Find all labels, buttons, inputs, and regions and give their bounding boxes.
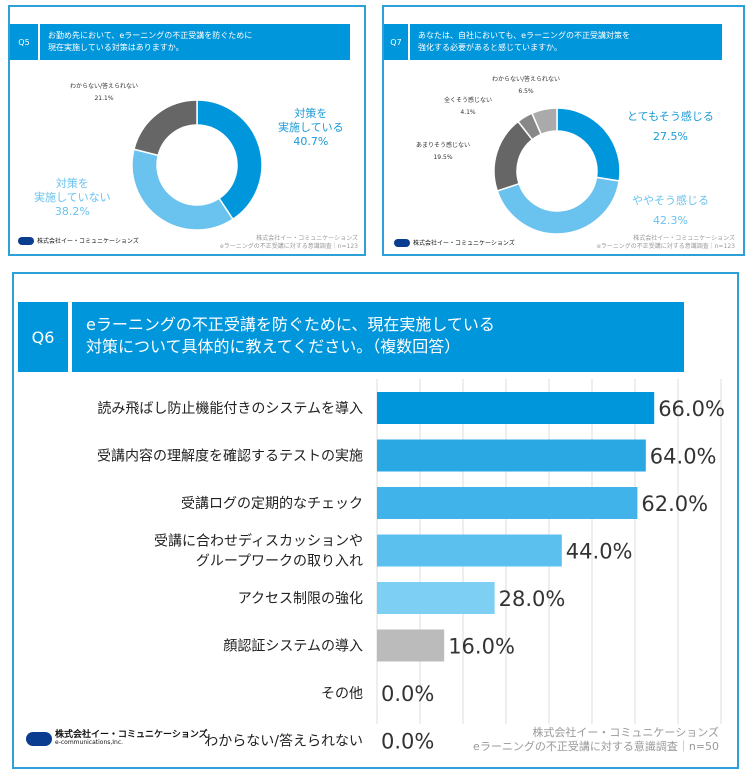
bar (377, 629, 445, 662)
q7-donut-chart (493, 107, 621, 235)
donut-slice (556, 107, 621, 182)
category-label: その他 (321, 686, 363, 702)
q7-label-not-at-all: 全くそう感じない 4.1% (444, 97, 493, 116)
category-label: アクセス制限の強化 (238, 591, 363, 607)
donut-slice (131, 148, 234, 231)
title-line: あなたは、自社においても、eラーニングの不正受講対策を (418, 31, 631, 40)
source-note: 株式会社イー・コミュニケーションズ eラーニングの不正受講に対する意識調査｜n=5… (473, 726, 719, 753)
bar-value-label: 0.0% (381, 682, 434, 706)
category-label: 受講内容の理解度を確認するテストの実施 (97, 448, 363, 465)
q6-panel: Q6 eラーニングの不正受講を防ぐために、現在実施している 対策について具体的に教… (12, 272, 739, 769)
logo: 株式会社イー・コミュニケーションズ (18, 237, 139, 245)
q6-label: Q6 (18, 302, 68, 372)
bar-value-label: 0.0% (381, 730, 434, 754)
q7-label-strongly: とてもそう感じる 27.5% (627, 110, 714, 143)
q6-title: eラーニングの不正受講を防ぐために、現在実施している 対策について具体的に教えてく… (72, 302, 684, 372)
bar-value-label: 62.0% (641, 492, 708, 516)
q7-label-somewhat: ややそう感じる 42.3% (632, 194, 709, 227)
bar-value-label: 16.0% (448, 635, 515, 659)
logo-mark-icon (18, 237, 34, 245)
donut-slice (133, 99, 198, 157)
bar (377, 439, 646, 472)
title-line: 強化する必要があると感じていますか。 (418, 43, 562, 52)
category-label: 受講に合わせディスカッションや (154, 533, 363, 550)
source-note: 株式会社イー・コミュニケーションズ eラーニングの不正受講に対する意識調査｜n=1… (597, 235, 735, 250)
bar-value-label: 64.0% (650, 445, 717, 469)
category-label: わからない/答えられない (204, 733, 363, 750)
q7-label-not-much: あまりそう感じない 19.5% (416, 142, 471, 161)
donut-slice (530, 107, 558, 136)
donut-slice (196, 99, 263, 221)
bar-value-label: 28.0% (499, 587, 566, 611)
logo-mark-icon (394, 239, 410, 247)
bar-value-label: 66.0% (658, 397, 725, 421)
q7-label-unknown: わからない/答えられない 6.5% (492, 76, 561, 95)
q5-donut-chart (131, 99, 263, 231)
source-note: 株式会社イー・コミュニケーションズ eラーニングの不正受講に対する意識調査｜n=1… (220, 235, 358, 250)
donut-slice (496, 176, 621, 235)
logo: 株式会社イー・コミュニケーションズ (394, 239, 515, 247)
bar (377, 392, 655, 424)
bar (377, 582, 495, 614)
title-line: お勤め先において、eラーニングの不正受講を防ぐために (48, 31, 253, 40)
logo: 株式会社イー・コミュニケーションズ e-communications,Inc. (26, 731, 208, 746)
category-label: グループワークの取り入れ (196, 554, 363, 570)
bar-value-label: 44.0% (566, 540, 633, 564)
q5-title: お勤め先において、eラーニングの不正受講を防ぐために 現在実施している対策はありま… (40, 24, 350, 60)
q7-title: あなたは、自社においても、eラーニングの不正受講対策を 強化する必要があると感じて… (410, 24, 722, 60)
q5-label: Q5 (10, 24, 38, 60)
q5-label-unknown: わからない/答えられない 21.1% (70, 83, 139, 102)
q5-panel: Q5 お勤め先において、eラーニングの不正受講を防ぐために 現在実施している対策は… (8, 5, 366, 256)
bar (377, 534, 562, 567)
q5-label-no: 対策を 実施していない 38.2% (34, 177, 111, 218)
title-line: 現在実施している対策はありますか。 (48, 43, 184, 52)
category-label: 受講ログの定期的なチェック (181, 496, 363, 512)
q5-label-yes: 対策を 実施している 40.7% (278, 107, 344, 148)
q7-label: Q7 (384, 24, 408, 60)
title-line: 対策について具体的に教えてください。（複数回答） (86, 337, 461, 356)
q6-bar-chart: 66.0% 読み飛ばし防止機能付きのシステムを導入 64.0% 受講内容の理解度を確認… (97, 379, 725, 754)
category-label: 読み飛ばし防止機能付きのシステムを導入 (97, 400, 363, 417)
logo-mark-icon (26, 732, 52, 746)
bar (377, 487, 638, 519)
q7-panel: Q7 あなたは、自社においても、eラーニングの不正受講対策を 強化する必要があると… (382, 5, 745, 256)
category-label: 顔認証システムの導入 (223, 639, 363, 655)
title-line: eラーニングの不正受講を防ぐために、現在実施している (86, 315, 495, 334)
